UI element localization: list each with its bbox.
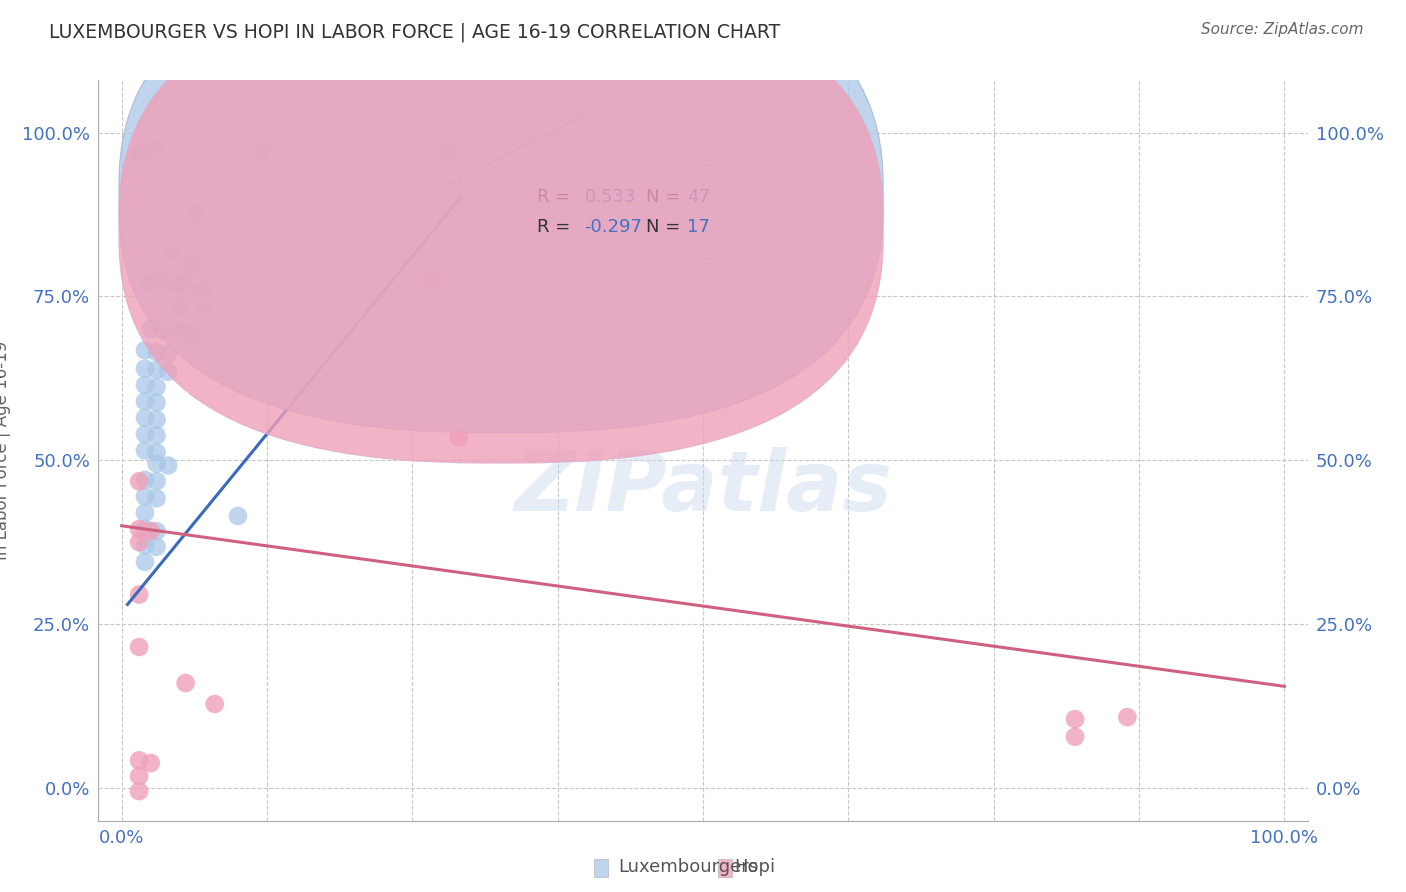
Text: ZIPatlas: ZIPatlas — [515, 447, 891, 528]
Point — [157, 347, 180, 361]
Point — [134, 427, 156, 442]
Point — [134, 361, 156, 376]
Point — [134, 343, 156, 358]
Point — [139, 277, 162, 291]
Point — [139, 322, 162, 336]
Point — [134, 443, 156, 458]
Point — [139, 756, 162, 770]
Point — [134, 555, 156, 569]
Point — [1064, 730, 1087, 744]
Text: LUXEMBOURGER VS HOPI IN LABOR FORCE | AGE 16-19 CORRELATION CHART: LUXEMBOURGER VS HOPI IN LABOR FORCE | AG… — [49, 22, 780, 42]
Point — [128, 640, 150, 654]
Point — [145, 445, 167, 459]
Text: R =: R = — [537, 218, 576, 235]
FancyBboxPatch shape — [120, 0, 883, 463]
Point — [174, 676, 197, 690]
Point — [145, 363, 167, 377]
Point — [145, 142, 167, 156]
Point — [169, 326, 191, 340]
FancyBboxPatch shape — [120, 0, 883, 433]
Point — [134, 378, 156, 392]
Point — [169, 299, 191, 313]
Point — [134, 539, 156, 553]
Point — [180, 257, 202, 271]
Text: Source: ZipAtlas.com: Source: ZipAtlas.com — [1201, 22, 1364, 37]
Point — [128, 145, 150, 160]
Point — [128, 475, 150, 489]
Text: -0.297: -0.297 — [585, 218, 643, 235]
Point — [1116, 710, 1139, 724]
Point — [145, 524, 167, 538]
Text: Hopi: Hopi — [734, 858, 775, 876]
Point — [134, 489, 156, 503]
Point — [128, 769, 150, 783]
Point — [134, 506, 156, 520]
Point — [139, 524, 162, 538]
Point — [419, 273, 441, 287]
Text: 17: 17 — [688, 218, 710, 235]
Point — [191, 302, 214, 317]
Point — [128, 784, 150, 798]
Point — [436, 144, 458, 158]
Point — [163, 244, 186, 258]
Point — [447, 430, 470, 444]
Text: N =: N = — [647, 187, 686, 205]
Point — [1064, 712, 1087, 726]
Text: N =: N = — [647, 218, 686, 235]
Y-axis label: In Labor Force | Age 16-19: In Labor Force | Age 16-19 — [0, 341, 11, 560]
Point — [145, 412, 167, 426]
Point — [150, 273, 173, 287]
Point — [145, 380, 167, 394]
Point — [128, 535, 150, 549]
Point — [191, 282, 214, 296]
Point — [157, 365, 180, 379]
Point — [134, 473, 156, 487]
Point — [163, 277, 186, 291]
Text: 47: 47 — [688, 187, 710, 205]
Point — [180, 327, 202, 342]
Point — [157, 458, 180, 473]
Point — [145, 345, 167, 359]
Point — [145, 395, 167, 409]
Point — [128, 522, 150, 536]
Point — [226, 508, 249, 523]
Point — [204, 697, 226, 711]
Point — [145, 491, 167, 506]
Point — [128, 588, 150, 602]
Point — [145, 475, 167, 489]
Text: 0.533: 0.533 — [585, 187, 636, 205]
Point — [134, 410, 156, 425]
Point — [145, 457, 167, 471]
Point — [128, 753, 150, 767]
Point — [134, 522, 156, 536]
Point — [250, 145, 273, 160]
FancyBboxPatch shape — [461, 165, 740, 258]
Point — [150, 324, 173, 338]
Point — [174, 277, 197, 292]
Point — [134, 394, 156, 409]
Text: Luxembourgers: Luxembourgers — [619, 858, 759, 876]
Point — [186, 208, 208, 222]
Text: R =: R = — [537, 187, 576, 205]
Point — [145, 540, 167, 554]
Point — [145, 428, 167, 442]
